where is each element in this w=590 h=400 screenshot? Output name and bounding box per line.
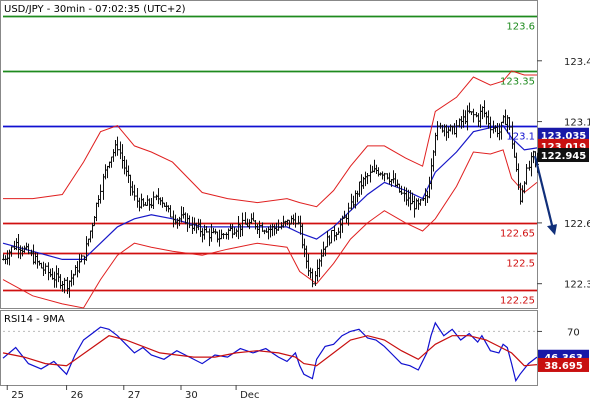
bollinger-lower-line [2,149,538,309]
level-label-0: 123.6 [506,22,535,33]
x-tick-label-1: 26 [71,390,84,400]
rsi-series-line-1 [2,335,538,367]
level-label-3: 122.65 [500,229,535,240]
price-tag-2: 122.945 [541,151,587,162]
rsi-title: RSI14 - 9MA [4,314,65,325]
rsi-tag-bg-1 [538,357,589,372]
level-label-2: 123.1 [506,132,535,143]
rsi-y-tick-label-0: 70 [567,327,580,338]
forecast-arrow-head [547,224,557,236]
price-tag-bg-0 [538,127,589,142]
y-tick-label-1: 123.1 [564,118,590,129]
forecast-arrow-line [533,155,555,230]
x-tick-label-4: Dec [240,390,259,400]
rsi-series-line-0 [2,321,538,383]
rsi-panel-frame [0,310,538,386]
main-panel-frame [0,0,538,309]
price-tag-1: 123.019 [541,142,587,153]
level-label-5: 122.25 [500,296,535,307]
x-tick-label-3: 30 [185,390,198,400]
price-tag-bg-2 [538,148,589,163]
bollinger-upper-line [3,70,537,208]
moving-average-line [2,124,538,260]
x-tick-label-0: 25 [11,390,24,400]
y-tick-label-0: 123.4 [564,57,590,68]
price-tag-0: 123.035 [541,131,587,142]
x-tick-label-2: 27 [128,390,141,400]
level-label-1: 123.35 [500,77,535,88]
level-label-4: 122.5 [506,259,535,270]
y-tick-label-2: 122.6 [564,219,590,230]
chart-title: USD/JPY - 30min - 07:02:35 (UTC+2) [4,4,186,15]
rsi-tag-1: 38.695 [544,361,583,372]
y-tick-label-3: 122.3 [564,280,590,291]
